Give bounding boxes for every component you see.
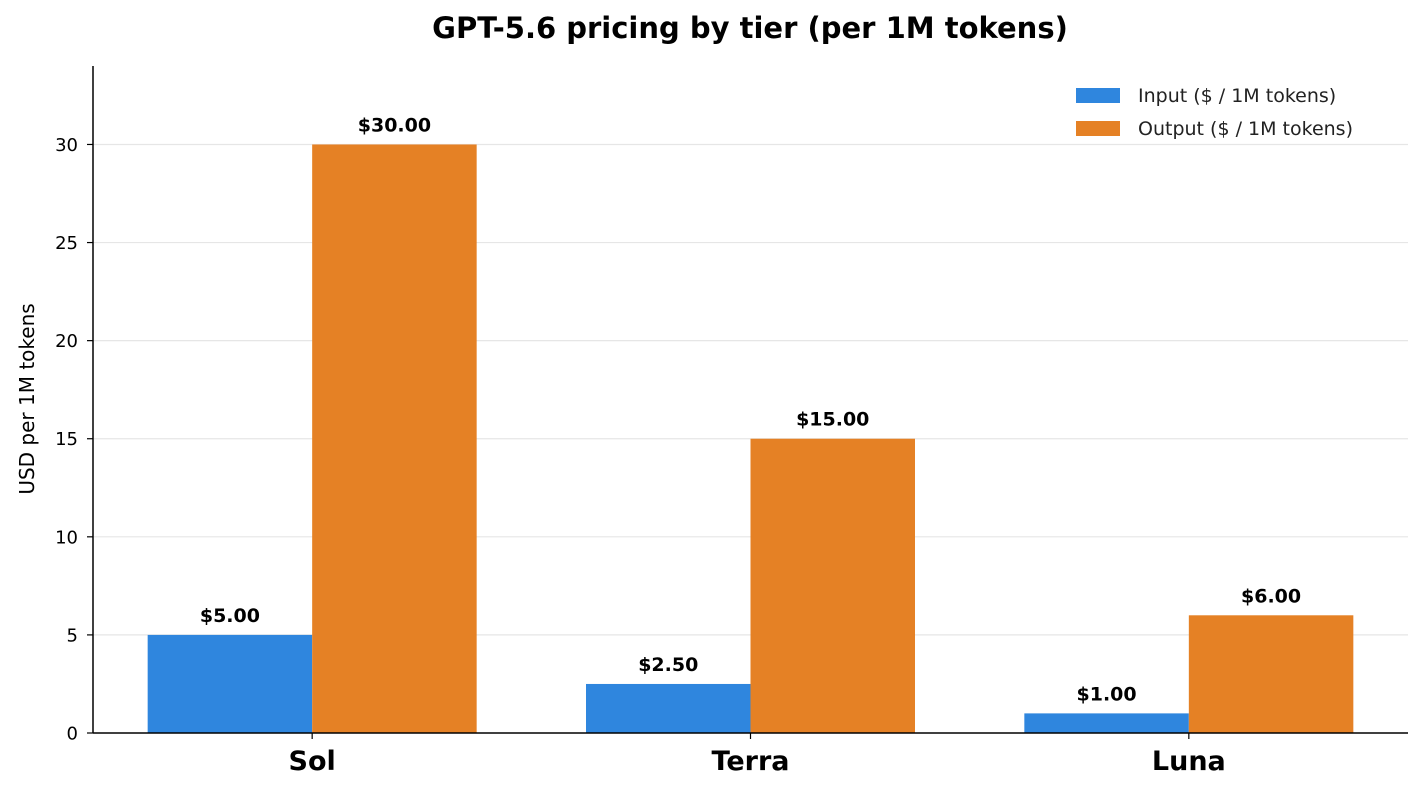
y-tick-label: 25: [55, 233, 78, 254]
y-tick-label: 5: [67, 625, 78, 646]
bar-output-terra: [750, 438, 915, 733]
bar-output-luna: [1188, 615, 1354, 733]
y-tick-label: 10: [55, 527, 78, 548]
legend: Input ($ / 1M tokens) Output ($ / 1M toke…: [1076, 85, 1353, 140]
y-axis-ticks: 0 5 10 15 20 25 30: [55, 135, 93, 745]
y-axis-label: USD per 1M tokens: [15, 303, 39, 494]
x-tick-label: Luna: [1152, 746, 1226, 777]
data-label: $5.00: [200, 605, 260, 627]
bar-input-luna: [1024, 713, 1189, 733]
y-tick-label: 30: [55, 135, 78, 156]
bar-input-sol: [147, 634, 313, 733]
legend-label: Output ($ / 1M tokens): [1138, 118, 1353, 140]
legend-label: Input ($ / 1M tokens): [1138, 85, 1336, 107]
x-tick-label: Terra: [712, 746, 790, 777]
x-axis-ticks: Sol Terra Luna: [289, 733, 1226, 777]
y-tick-label: 20: [55, 331, 78, 352]
data-labels: $5.00 $30.00 $2.50 $15.00 $1.00 $6.00: [200, 114, 1301, 705]
y-tick-label: 0: [67, 724, 78, 745]
y-tick-label: 15: [55, 429, 78, 450]
data-label: $1.00: [1077, 683, 1137, 705]
data-label: $6.00: [1241, 585, 1301, 607]
data-label: $15.00: [796, 409, 869, 431]
data-label: $2.50: [638, 654, 698, 676]
bars: [147, 144, 1354, 733]
x-tick-label: Sol: [289, 746, 336, 777]
chart-title: GPT-5.6 pricing by tier (per 1M tokens): [432, 11, 1068, 45]
data-label: $30.00: [358, 114, 431, 136]
bar-input-terra: [586, 683, 751, 733]
legend-swatch: [1076, 121, 1120, 136]
bar-output-sol: [312, 144, 477, 733]
legend-swatch: [1076, 88, 1120, 103]
